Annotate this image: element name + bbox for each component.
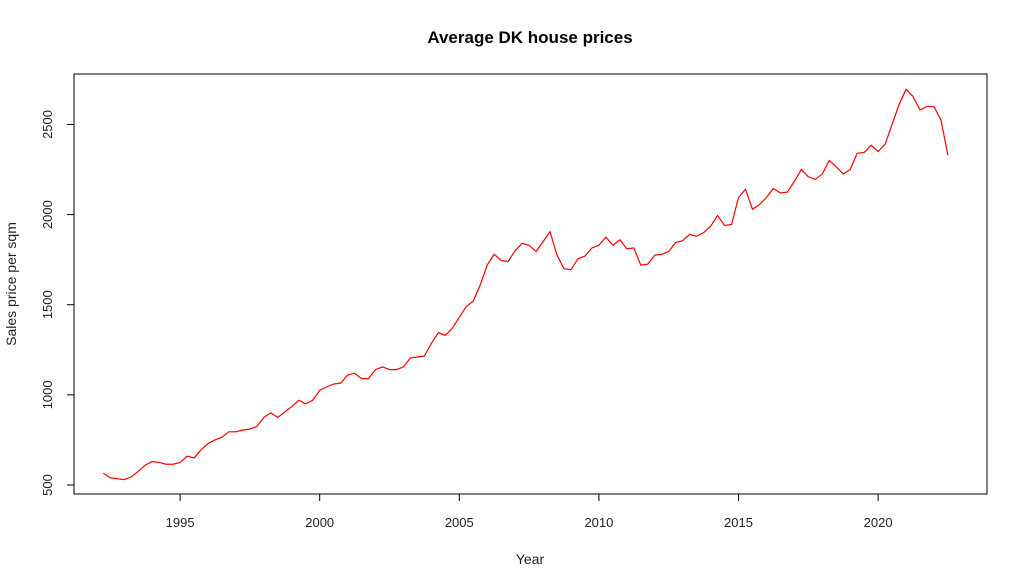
x-tick-label-2000: 2000 (305, 515, 334, 530)
y-tick-label-1000: 1000 (40, 380, 55, 409)
x-axis-label: Year (516, 551, 545, 567)
y-tick-label-2000: 2000 (40, 200, 55, 229)
y-tick-label-2500: 2500 (40, 110, 55, 139)
x-tick-label-2015: 2015 (724, 515, 753, 530)
y-tick-label-1500: 1500 (40, 290, 55, 319)
x-tick-label-2010: 2010 (584, 515, 613, 530)
x-tick-label-2005: 2005 (445, 515, 474, 530)
x-axis-ticks: 1995 2000 2005 2010 2015 2020 (166, 494, 893, 530)
price-series-line (102, 88, 949, 481)
x-tick-label-1995: 1995 (166, 515, 195, 530)
y-tick-label-500: 500 (40, 474, 55, 496)
x-tick-label-2020: 2020 (864, 515, 893, 530)
chart-title: Average DK house prices (427, 28, 632, 47)
plot-frame (73, 73, 988, 495)
y-axis-label: Sales price per sqm (3, 222, 19, 346)
y-axis-ticks: 500 1000 1500 2000 2500 (40, 110, 74, 496)
